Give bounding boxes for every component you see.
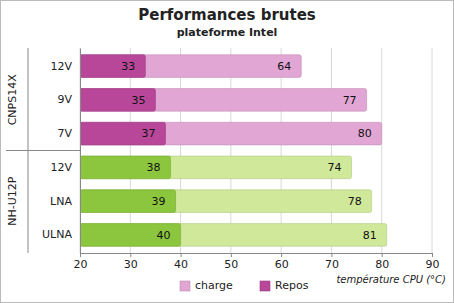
axis-title: température CPU (°C) [336,274,446,285]
tick: 90 [426,253,440,271]
tick: LNA [50,195,80,208]
grid [80,48,432,253]
data-label: 77 [343,94,357,107]
tick: 70 [325,253,339,271]
tick-mark [331,253,332,257]
bars [80,55,387,246]
bar [80,89,367,112]
tick-mark [130,253,131,257]
tick: 12V [50,60,80,73]
tick-label: 60 [275,258,289,271]
legend-label: charge [195,279,233,292]
axis-line [81,254,433,258]
bar [80,156,352,179]
bar [80,224,387,247]
data-label: 33 [121,60,135,73]
tick-mark [181,253,182,257]
legend: charge Repos [180,279,309,292]
bar [80,224,181,247]
data-label: 38 [147,161,161,174]
data-label: 81 [363,229,377,242]
group-label: CNPS14X [6,74,19,126]
x-axis: 20 30 40 50 60 70 80 90 [74,253,440,271]
data-labels: 64 77 80 74 78 81 33 35 37 38 39 40 [121,60,376,242]
tick-mark [382,253,383,257]
tick-mark [432,253,433,257]
tick-label: 40 [174,258,188,271]
data-label: 39 [152,195,166,208]
tick-mark [231,253,232,257]
tick: 7V [57,127,80,140]
tick-mark [80,253,81,257]
bar [80,190,176,213]
tick: 12V [50,161,80,174]
legend-swatch [180,281,190,291]
data-label: 64 [277,60,291,73]
tick-label: ULNA [42,228,72,241]
subtitle: plateforme Intel [177,26,278,39]
tick-label: 7V [57,127,72,140]
tick: 9V [57,93,80,106]
bar [80,156,171,179]
bar [80,89,155,112]
tick-label: 9V [57,93,72,106]
tick-label: 50 [224,258,238,271]
legend-label: Repos [275,279,309,292]
data-label: 78 [348,195,362,208]
data-label: 37 [141,127,155,140]
background [1,1,454,303]
group-separator [6,150,80,151]
tick: 50 [224,253,238,271]
tick-mark [281,253,282,257]
bar [80,190,372,213]
tick: 80 [375,253,389,271]
group-label: NH-U12P [6,176,19,226]
grid-line [432,48,433,253]
tick-label: 20 [74,258,88,271]
tick-label: 30 [124,258,138,271]
grid-line [130,48,131,253]
tick: 40 [174,253,188,271]
tick: 30 [124,253,138,271]
data-label: 40 [157,229,171,242]
group-divider [28,48,29,253]
plot: 64 77 80 74 78 81 33 35 37 38 39 40 20 30 40 50 60 70 80 90… [6,48,440,271]
tick-label: 90 [426,258,440,271]
data-label: 80 [358,127,372,140]
grid-line [230,48,231,253]
tick: 60 [275,253,289,271]
tick-label: 12V [50,161,72,174]
bar [80,122,382,145]
tick-label: 12V [50,60,72,73]
legend-swatch [260,281,270,291]
tick-label: 80 [375,258,389,271]
grid-line [180,48,181,253]
grid-line [381,48,382,253]
axis-line [80,49,81,254]
tick-label: 70 [325,258,339,271]
tick-label: LNA [50,195,72,208]
tick: ULNA [42,228,80,241]
bar [80,55,301,78]
bar [80,122,165,145]
chart: Performances brutes plateforme Intel 64 77 8… [0,0,454,303]
groups: CNPS14X NH-U12P [6,48,80,253]
grid-line [281,48,282,253]
bar [80,55,145,78]
data-label: 35 [131,94,145,107]
grid-line [331,48,332,253]
title: Performances brutes [138,6,316,24]
data-label: 74 [328,161,342,174]
tick: 20 [74,253,88,271]
